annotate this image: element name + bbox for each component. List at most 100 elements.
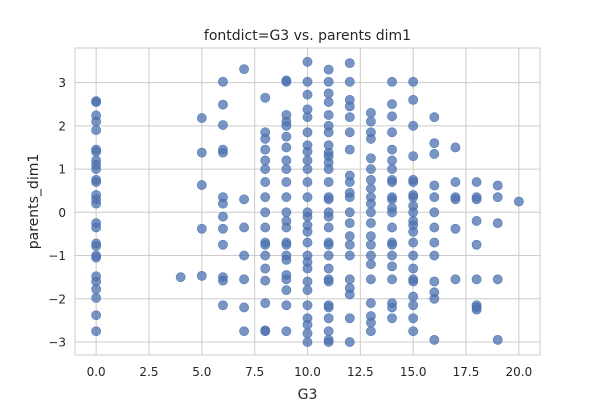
data-point	[408, 291, 419, 302]
data-point	[471, 239, 482, 250]
data-point	[344, 101, 355, 112]
data-points	[91, 56, 524, 347]
data-point	[450, 194, 461, 205]
data-point	[366, 259, 376, 270]
data-point	[260, 133, 271, 144]
data-point	[366, 317, 376, 328]
data-point	[281, 254, 292, 265]
data-point	[91, 326, 102, 337]
data-point	[323, 276, 334, 287]
data-point	[408, 313, 419, 324]
data-point	[344, 58, 355, 69]
x-tick-label: 5.0	[192, 365, 211, 379]
y-tick-label: 3	[58, 76, 66, 90]
data-point	[302, 192, 313, 203]
data-point	[344, 231, 355, 241]
data-point	[281, 285, 292, 296]
data-point	[260, 326, 271, 337]
data-point	[302, 237, 313, 248]
data-point	[260, 275, 271, 286]
data-point	[408, 120, 419, 131]
data-point	[260, 192, 271, 203]
data-point	[196, 180, 207, 190]
data-point	[281, 239, 292, 250]
data-point	[91, 222, 102, 233]
x-tick-label: 10.0	[294, 365, 321, 379]
data-point	[239, 222, 249, 233]
data-point	[387, 155, 397, 166]
data-point	[471, 304, 482, 315]
data-point	[196, 223, 207, 234]
data-point	[260, 144, 271, 155]
data-point	[429, 334, 440, 345]
data-point	[408, 263, 419, 274]
y-tick-label: −3	[48, 336, 66, 350]
data-point	[344, 250, 355, 261]
data-point	[513, 196, 524, 207]
data-point	[281, 207, 292, 218]
data-point	[218, 211, 228, 222]
data-point	[429, 192, 440, 203]
y-tick-label: −2	[48, 292, 66, 306]
data-point	[344, 76, 355, 87]
data-point	[260, 250, 271, 261]
data-point	[429, 149, 440, 159]
data-point	[471, 177, 482, 187]
data-point	[408, 151, 419, 161]
data-point	[366, 116, 376, 127]
data-point	[218, 120, 228, 130]
data-point	[429, 293, 440, 304]
data-point	[408, 326, 419, 337]
data-point	[387, 99, 397, 110]
data-point	[408, 226, 419, 237]
data-point	[344, 207, 355, 218]
data-point	[344, 218, 355, 229]
data-point	[344, 144, 355, 155]
data-point	[323, 97, 334, 107]
data-point	[344, 337, 355, 347]
data-point	[366, 174, 376, 185]
x-tick-labels: 0.0 2.5 5.0 7.5 10.0 12.5 15.0 17.5 20.0	[87, 365, 533, 379]
data-point	[218, 147, 228, 158]
data-point	[323, 194, 334, 205]
data-point	[408, 76, 419, 87]
data-point	[387, 302, 397, 313]
data-point	[302, 76, 313, 87]
data-point	[281, 155, 292, 166]
data-point	[450, 223, 461, 234]
data-point	[323, 222, 334, 233]
data-point	[344, 112, 355, 123]
data-point	[366, 183, 376, 194]
data-point	[91, 252, 102, 263]
data-point	[302, 155, 313, 166]
data-point	[323, 76, 334, 87]
data-point	[366, 198, 376, 209]
data-point	[344, 274, 355, 285]
data-point	[302, 146, 313, 157]
data-point	[196, 270, 207, 281]
x-tick-label: 12.5	[347, 365, 374, 379]
data-point	[323, 211, 334, 222]
data-point	[91, 293, 102, 303]
data-point	[260, 222, 271, 233]
data-point	[239, 194, 249, 205]
data-point	[429, 138, 440, 149]
data-point	[281, 177, 292, 187]
data-point	[281, 142, 292, 153]
data-point	[323, 250, 334, 261]
data-point	[239, 250, 249, 261]
data-point	[239, 302, 249, 313]
plot-frame	[74, 47, 541, 356]
data-point	[323, 337, 334, 347]
data-point	[281, 120, 292, 131]
data-point	[344, 289, 355, 300]
data-point	[323, 64, 334, 75]
data-point	[492, 274, 503, 285]
data-point	[91, 198, 102, 209]
data-point	[387, 207, 397, 218]
data-point	[408, 207, 419, 218]
chart-title: fontdict=G3 vs. parents dim1	[204, 28, 411, 44]
data-point	[218, 223, 228, 234]
data-point	[302, 319, 313, 330]
data-point	[429, 276, 440, 287]
